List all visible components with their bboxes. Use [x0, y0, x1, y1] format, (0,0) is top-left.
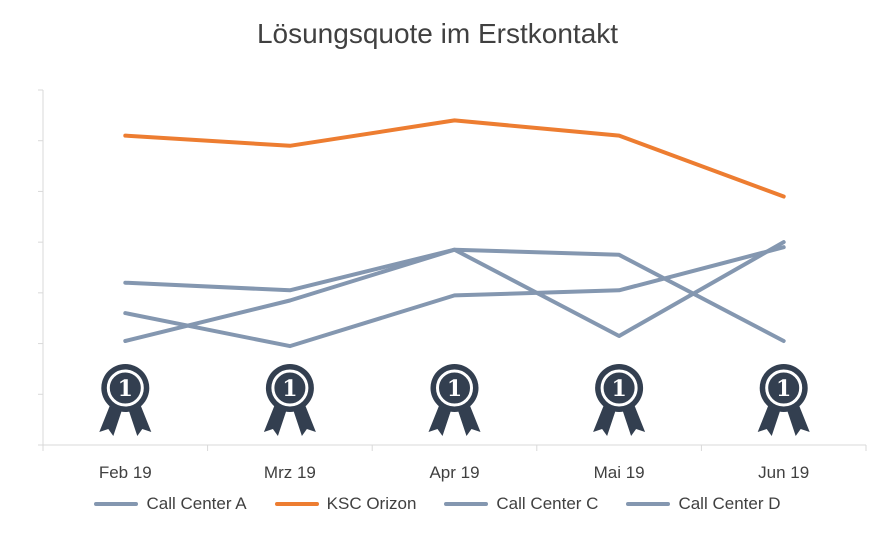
- svg-text:1: 1: [447, 376, 462, 402]
- legend-item: Call Center A: [94, 494, 247, 514]
- x-tick-label: Mrz 19: [264, 463, 316, 482]
- legend-label: KSC Orizon: [326, 494, 417, 513]
- x-tick-label: Feb 19: [99, 463, 152, 482]
- svg-text:1: 1: [776, 376, 791, 402]
- svg-text:1: 1: [118, 376, 133, 402]
- legend-swatch: [94, 502, 139, 506]
- legend-swatch: [274, 502, 319, 506]
- legend: Call Center A KSC Orizon Call Center C Call…: [0, 494, 875, 514]
- legend-item: Call Center D: [626, 494, 781, 514]
- legend-swatch: [626, 502, 671, 506]
- first-place-rosette-icon: 1: [593, 364, 646, 436]
- legend-label: Call Center D: [678, 494, 781, 513]
- first-place-rosette-icon: 1: [99, 364, 152, 436]
- first-place-rosette-icon: 1: [263, 364, 316, 436]
- legend-label: Call Center A: [146, 494, 247, 513]
- x-tick-label: Apr 19: [429, 463, 479, 482]
- x-tick-label: Jun 19: [758, 463, 809, 482]
- svg-text:1: 1: [611, 376, 626, 402]
- series-line-ksc-orizon: [123, 118, 786, 199]
- legend-item: Call Center C: [444, 494, 598, 514]
- x-tick-label: Mai 19: [594, 463, 645, 482]
- first-place-rosette-icon: 1: [757, 364, 810, 436]
- chart-title: Lösungsquote im Erstkontakt: [256, 18, 619, 49]
- legend-swatch: [444, 502, 489, 506]
- series-line-call-center-c: [123, 245, 786, 349]
- svg-text:1: 1: [282, 376, 297, 402]
- legend-label: Call Center C: [496, 494, 599, 513]
- legend-item: KSC Orizon: [274, 494, 417, 514]
- first-place-rosette-icon: 1: [428, 364, 481, 436]
- series-line-call-center-d: [123, 240, 786, 343]
